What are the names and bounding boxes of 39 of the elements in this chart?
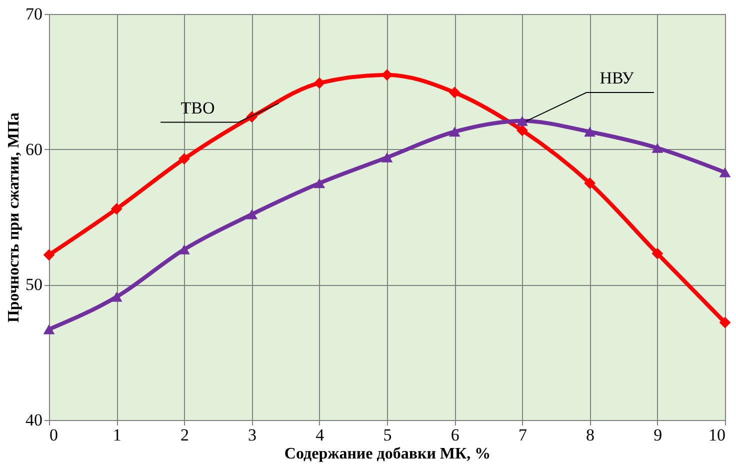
point — [43, 324, 55, 334]
point — [110, 292, 122, 302]
x-tick-label: 5 — [383, 426, 392, 444]
x-tick-label: 7 — [518, 426, 528, 444]
point — [719, 316, 731, 328]
x-tick-label: 2 — [180, 426, 189, 444]
point — [584, 177, 596, 189]
point — [448, 126, 460, 137]
x-tick-label: 9 — [654, 426, 662, 444]
point — [178, 244, 190, 254]
text: НВУ — [600, 68, 635, 88]
point — [584, 126, 596, 137]
x-tick-label: 6 — [450, 426, 460, 444]
point — [652, 143, 664, 153]
y-axis-title: Прочность при сжатии, МПа — [6, 112, 22, 323]
x-tick-label: 0 — [50, 426, 58, 444]
series-label: ТВО — [180, 98, 215, 118]
point — [178, 153, 190, 165]
point — [652, 248, 664, 260]
x-tick-label: 1 — [112, 426, 122, 444]
y-tick-label: 70 — [26, 4, 42, 24]
x-tick-label: 4 — [316, 426, 325, 444]
y-tick-label: 50 — [26, 275, 42, 294]
point — [43, 249, 55, 261]
point — [314, 178, 326, 188]
point — [314, 77, 326, 89]
point — [246, 209, 258, 220]
point — [516, 124, 528, 136]
x-tick-label: 10 — [708, 426, 726, 444]
point — [448, 86, 460, 98]
x-tick-label: 3 — [248, 426, 257, 444]
y-tick-label: 60 — [26, 140, 42, 159]
y-tick-label: 40 — [26, 410, 42, 430]
point — [381, 152, 393, 162]
point — [516, 116, 528, 126]
x-tick-label: 8 — [586, 426, 595, 444]
x-axis-title: Содержание добавки МК, % — [284, 446, 491, 462]
point — [719, 167, 731, 178]
point — [110, 203, 122, 215]
